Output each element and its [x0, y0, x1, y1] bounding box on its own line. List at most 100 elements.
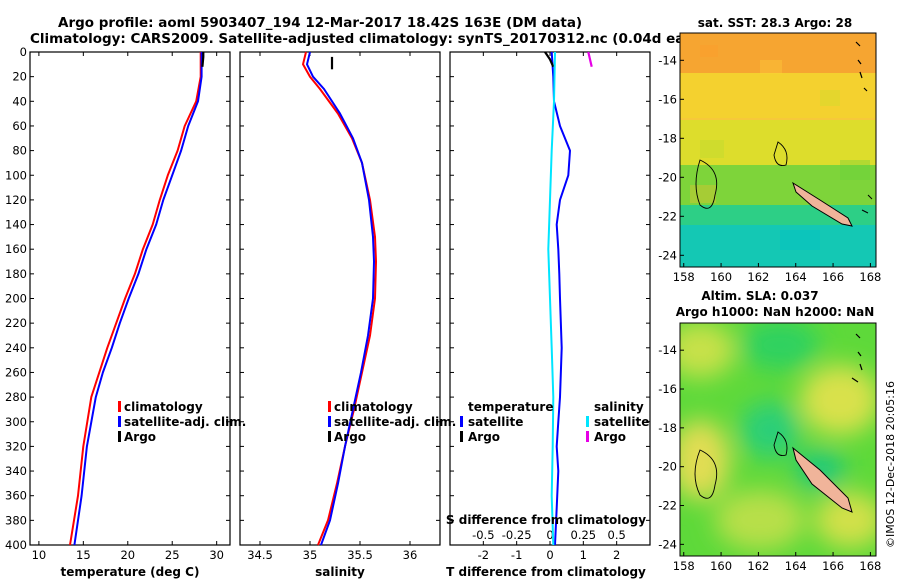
- new-caledonia-island: [792, 181, 853, 227]
- x-tick-label: 35: [303, 548, 318, 562]
- depth-tick-label: 300: [5, 415, 27, 429]
- legend-satellite-swatch: [118, 416, 121, 427]
- sst-map-panel: sat. SST: 28.3 Argo: 28: [658, 16, 881, 284]
- x-tick-label: -2: [478, 548, 489, 562]
- x-tick-label: 34.5: [247, 548, 273, 562]
- temperature-legend: climatology satellite-adj. clim. Argo: [118, 400, 246, 444]
- depth-tick-label: 0: [20, 45, 27, 59]
- sla-blob: [740, 402, 800, 458]
- latitude-tick-label: -14: [658, 343, 677, 357]
- depth-tick-label: 140: [5, 218, 27, 232]
- sst-pixel: [820, 90, 840, 106]
- latitude-tick-label: -16: [658, 382, 677, 396]
- reef-contour: [695, 159, 718, 209]
- difference-panel: -2 -1 0 1 2 -0.5 -0.25 0 0.25 0.5: [449, 51, 651, 562]
- x-tick-label: 30: [209, 548, 224, 562]
- depth-tick-label: 240: [5, 341, 27, 355]
- sla-heatmap: [680, 323, 876, 556]
- legend-s-argo-swatch: [586, 431, 589, 442]
- depth-tick-label: 400: [5, 538, 27, 552]
- sst-pixel: [840, 160, 870, 180]
- figure-title-line-1: Argo profile: aoml 5903407_194 12-Mar-20…: [58, 15, 582, 31]
- sst-pixel: [700, 45, 718, 57]
- longitude-tick-label: 166: [822, 559, 844, 573]
- longitude-tick-label: 158: [673, 559, 695, 573]
- s-diff-tick-label: 0: [546, 528, 553, 542]
- sla-blob: [800, 365, 876, 435]
- depth-tick-label: 20: [12, 70, 27, 84]
- longitude-tick-label: 162: [747, 559, 769, 573]
- legend-s-satellite-swatch: [586, 416, 589, 427]
- longitude-tick-label: 168: [859, 559, 881, 573]
- depth-tick-label: 260: [5, 365, 27, 379]
- x-tick-label: 20: [120, 548, 135, 562]
- sla-map-title: Altim. SLA: 0.037: [701, 289, 818, 303]
- series-line-satellite-adj-clim-: [306, 51, 375, 546]
- x-tick-label: 15: [76, 548, 91, 562]
- depth-tick-label: 380: [5, 513, 27, 527]
- s-diff-tick-label: 0.5: [608, 528, 626, 542]
- s-diff-tick-label: 0.25: [571, 528, 597, 542]
- depth-tick-label: 280: [5, 390, 27, 404]
- longitude-tick-label: 164: [785, 559, 807, 573]
- sst-map-title: sat. SST: 28.3 Argo: 28: [698, 16, 852, 30]
- depth-tick-label: 320: [5, 439, 27, 453]
- legend-satellite-swatch: [328, 416, 331, 427]
- depth-tick-label: 160: [5, 242, 27, 256]
- vanuatu-islands: [855, 41, 868, 92]
- depth-tick-label: 60: [12, 119, 27, 133]
- latitude-tick-label: -18: [658, 421, 677, 435]
- x-tick-label: 1: [580, 548, 587, 562]
- legend-argo-swatch: [328, 431, 331, 442]
- sst-field-warm-north: [680, 33, 876, 73]
- longitude-tick-label: 158: [673, 270, 695, 284]
- reef-contour: [694, 449, 718, 499]
- series-line-temperature-satellite: [550, 51, 571, 546]
- x-tick-label: 25: [165, 548, 180, 562]
- depth-tick-label: 360: [5, 489, 27, 503]
- legend-s-satellite-label: satellite: [594, 415, 649, 429]
- legend-t-argo-label: Argo: [468, 430, 500, 444]
- x-tick-label: 10: [32, 548, 47, 562]
- sst-pixel: [780, 230, 820, 250]
- new-caledonia-island: [792, 446, 853, 513]
- series-line-salinity-satellite: [547, 51, 556, 546]
- difference-legend: temperature satellite Argo salinity sate…: [460, 400, 649, 444]
- t-difference-axis-label: T difference from climatology: [446, 565, 646, 579]
- depth-tick-label: 80: [12, 144, 27, 158]
- depth-tick-label: 200: [5, 292, 27, 306]
- depth-tick-label: 340: [5, 464, 27, 478]
- sla-blob: [740, 323, 820, 370]
- sst-pixel: [690, 185, 716, 203]
- reef-contour: [773, 431, 788, 456]
- sla-blob: [815, 492, 876, 548]
- legend-t-satellite-label: satellite: [468, 415, 523, 429]
- latitude-tick-label: -20: [658, 170, 677, 184]
- sla-blob: [680, 323, 735, 378]
- legend-t-argo-swatch: [460, 431, 463, 442]
- s-diff-tick-label: -0.5: [472, 528, 494, 542]
- x-tick-label: 36: [403, 548, 418, 562]
- longitude-tick-label: 164: [785, 270, 807, 284]
- x-tick-label: -1: [511, 548, 522, 562]
- salinity-axis-label: salinity: [315, 565, 365, 579]
- sla-map-panel: Altim. SLA: 0.037 Argo h1000: NaN h2000:…: [658, 289, 881, 573]
- legend-climatology-label: climatology: [334, 400, 413, 414]
- sst-field-band: [680, 73, 876, 118]
- legend-argo-label: Argo: [124, 430, 156, 444]
- legend-temperature-heading: temperature: [468, 400, 553, 414]
- sla-blob: [715, 490, 805, 550]
- latitude-tick-label: -24: [658, 537, 677, 551]
- sst-pixel: [700, 140, 724, 158]
- depth-tick-label: 220: [5, 316, 27, 330]
- temperature-axis-label: temperature (deg C): [61, 565, 200, 579]
- s-diff-tick-label: -0.25: [502, 528, 532, 542]
- longitude-tick-label: 160: [710, 270, 732, 284]
- sst-pixel-noise: [690, 45, 870, 250]
- x-tick-label: 0: [546, 548, 553, 562]
- depth-tick-label: 40: [12, 94, 27, 108]
- sla-map-subtitle: Argo h1000: NaN h2000: NaN: [676, 305, 875, 319]
- series-line-satellite-adj-clim-: [73, 52, 203, 546]
- legend-climatology-swatch: [328, 401, 331, 412]
